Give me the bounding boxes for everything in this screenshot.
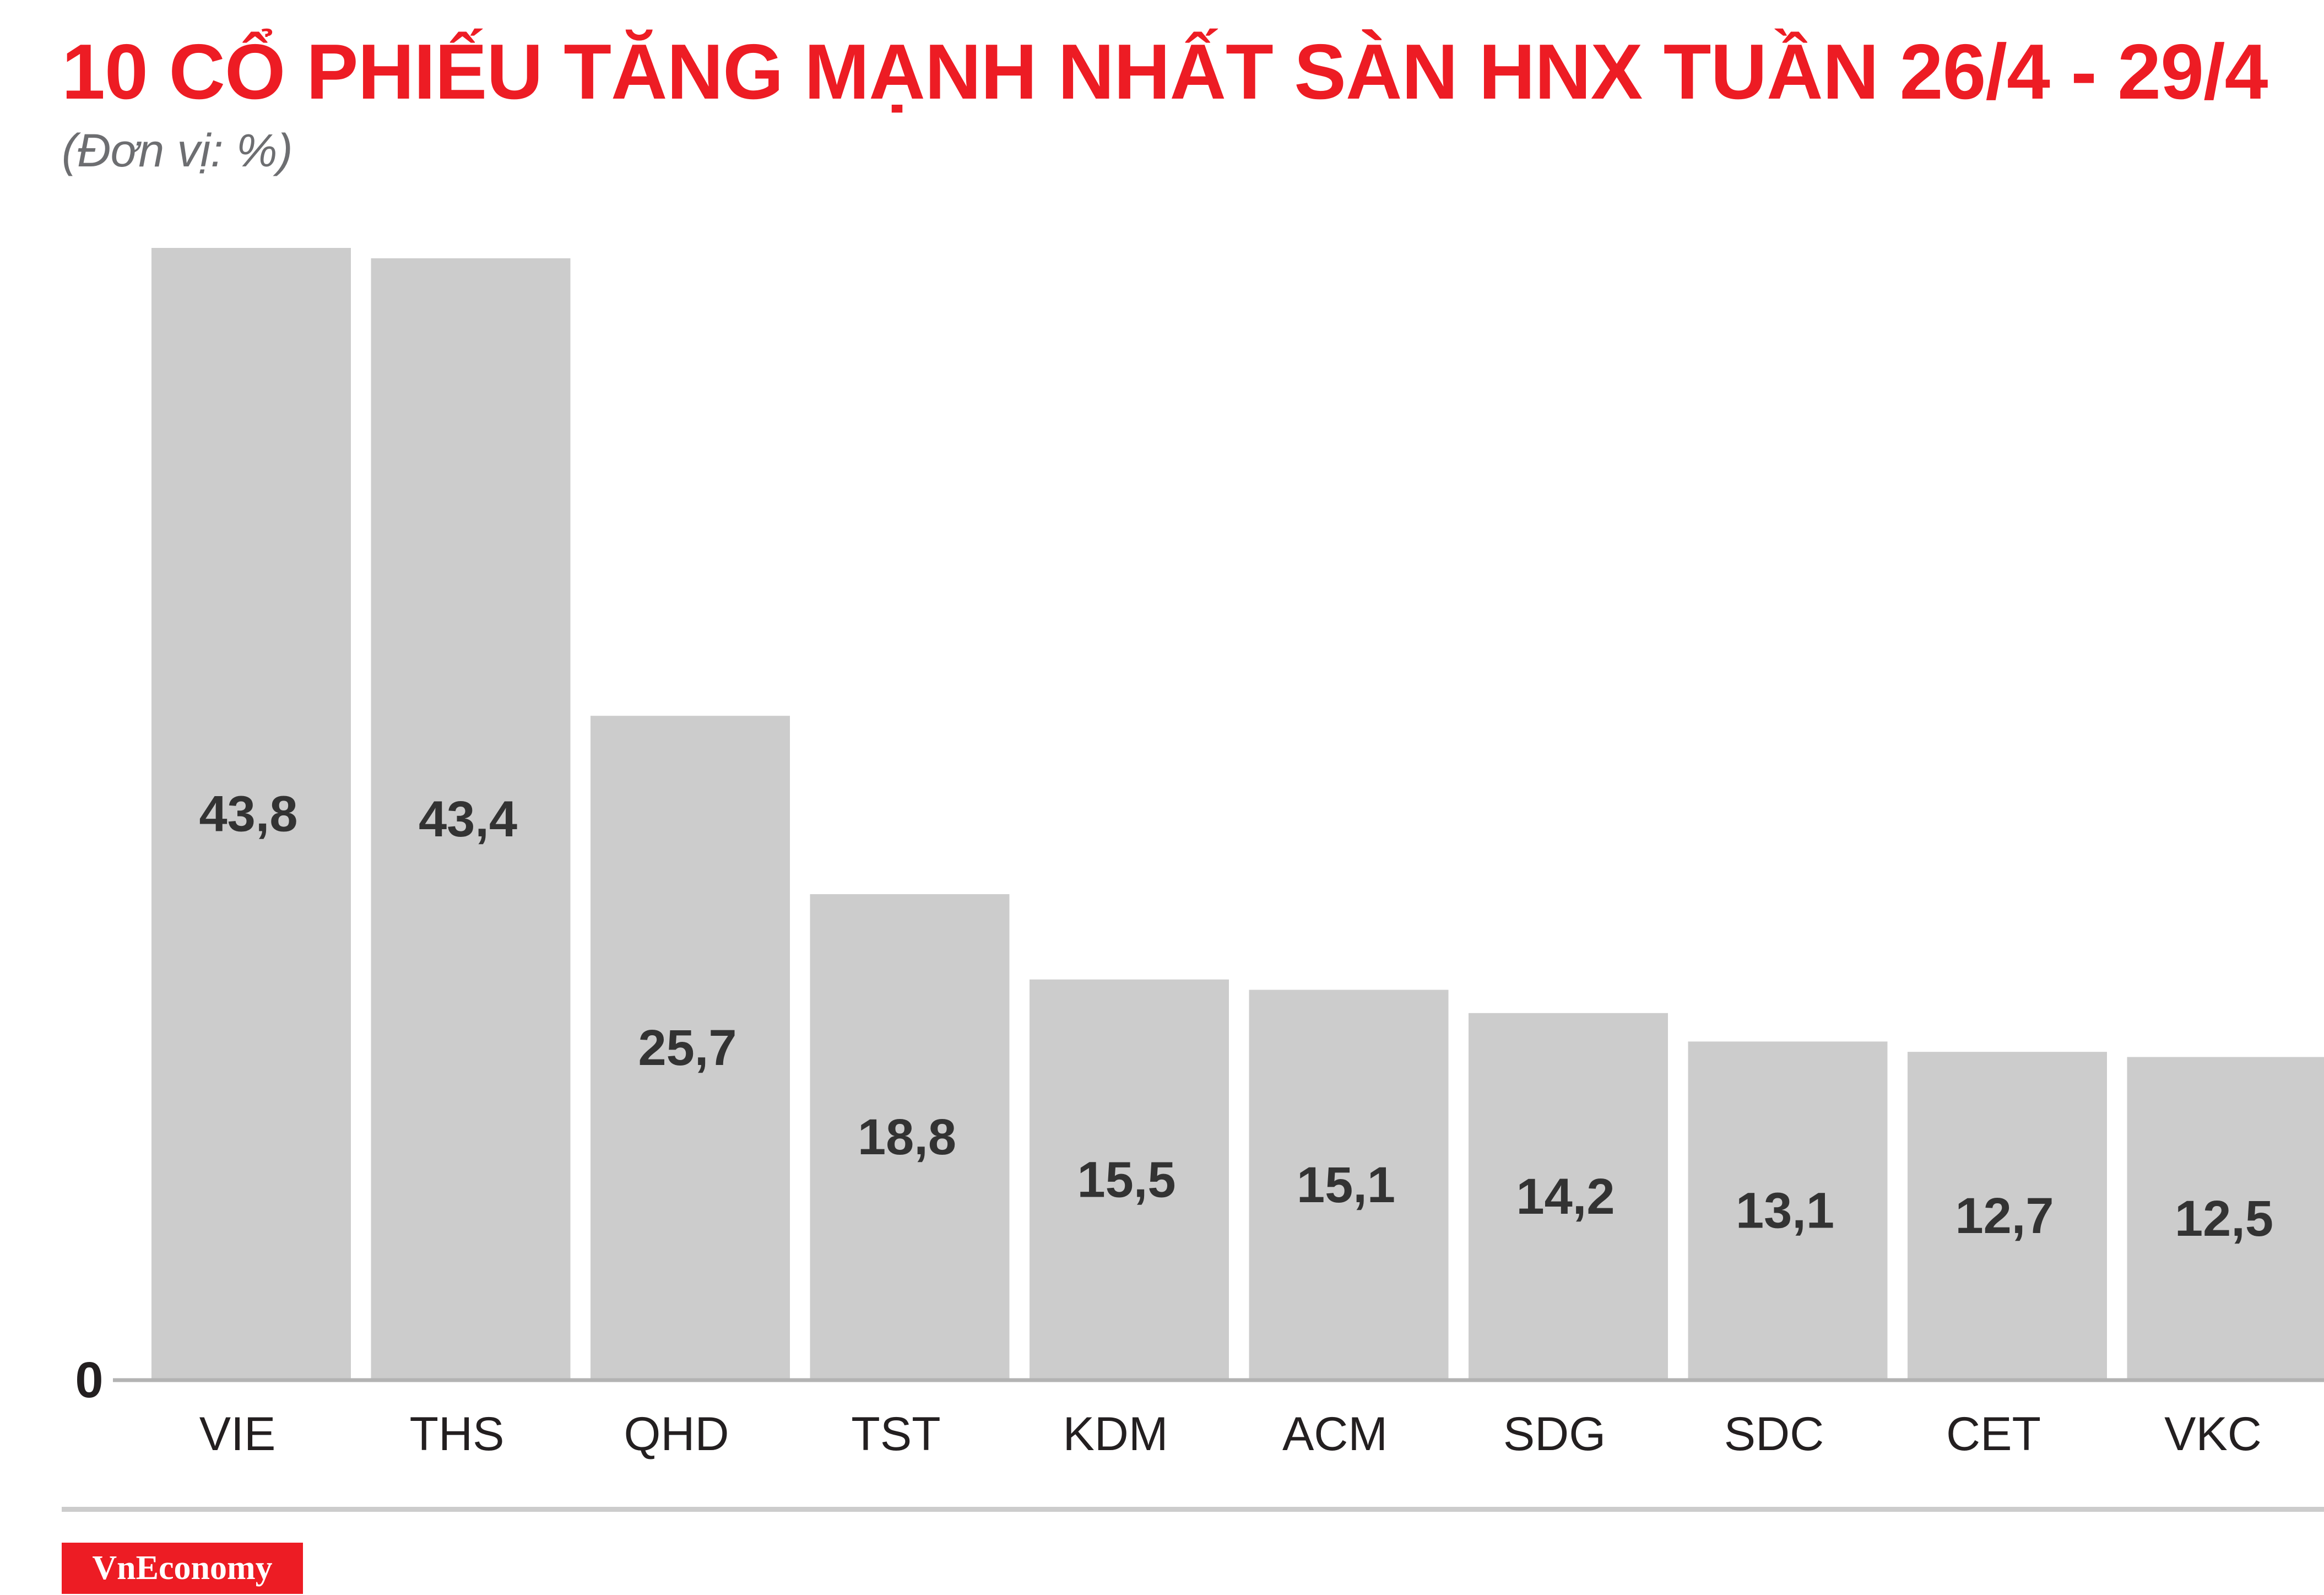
y-tick-label: 0 bbox=[75, 1352, 103, 1408]
bar-tst bbox=[810, 894, 1010, 1380]
category-label: SDC bbox=[1724, 1408, 1824, 1461]
category-label: VIE bbox=[199, 1408, 276, 1461]
chart-title: 10 CỔ PHIẾU TĂNG MẠNH NHẤT SÀN HNX TUẦN … bbox=[62, 28, 2268, 116]
category-label: QHD bbox=[624, 1408, 729, 1461]
bar-acm bbox=[1249, 990, 1449, 1380]
bar-sdc bbox=[1688, 1041, 1888, 1380]
bar-value-label: 43,4 bbox=[419, 791, 517, 847]
bar-ths bbox=[371, 258, 571, 1381]
bar-value-label: 14,2 bbox=[1516, 1169, 1615, 1225]
category-label: THS bbox=[410, 1408, 505, 1461]
bar-kdm bbox=[1030, 979, 1229, 1380]
category-label: KDM bbox=[1063, 1408, 1168, 1461]
bars-group bbox=[151, 248, 2324, 1381]
bar-qhd bbox=[591, 716, 790, 1380]
bar-value-label: 13,1 bbox=[1736, 1183, 1834, 1239]
bar-value-label: 15,1 bbox=[1297, 1157, 1395, 1213]
value-labels-group: 43,8 43,4 25,7 18,8 15,5 15,1 14,2 13,1 12,7 12,5 bbox=[199, 786, 2273, 1247]
footer-divider bbox=[62, 1507, 2324, 1512]
category-label: CET bbox=[1946, 1408, 2041, 1461]
bar-value-label: 12,7 bbox=[1955, 1188, 2054, 1244]
bar-value-label: 25,7 bbox=[638, 1020, 736, 1076]
category-label: SDG bbox=[1503, 1408, 1606, 1461]
category-label: VKC bbox=[2164, 1408, 2262, 1461]
category-labels-group: VIE THS QHD TST KDM ACM SDG SDC CET VKC bbox=[199, 1408, 2262, 1461]
bar-cet bbox=[1908, 1052, 2107, 1380]
chart-subtitle: (Đơn vị: %) bbox=[62, 125, 293, 176]
category-label: ACM bbox=[1282, 1408, 1388, 1461]
bar-value-label: 43,8 bbox=[199, 786, 297, 842]
bar-chart: 0 43,8 43,4 25,7 18,8 15,5 15,1 14,2 13,1 12,7 12… bbox=[75, 248, 2324, 1461]
bar-sdg bbox=[1469, 1013, 1668, 1380]
bar-value-label: 12,5 bbox=[2175, 1191, 2273, 1247]
bar-value-label: 15,5 bbox=[1077, 1151, 1175, 1208]
brand-logo: VnEconomy bbox=[62, 1543, 303, 1594]
bar-vkc bbox=[2127, 1057, 2324, 1380]
category-label: TST bbox=[851, 1408, 940, 1461]
bar-value-label: 18,8 bbox=[858, 1109, 956, 1165]
bar-vie bbox=[151, 248, 351, 1380]
